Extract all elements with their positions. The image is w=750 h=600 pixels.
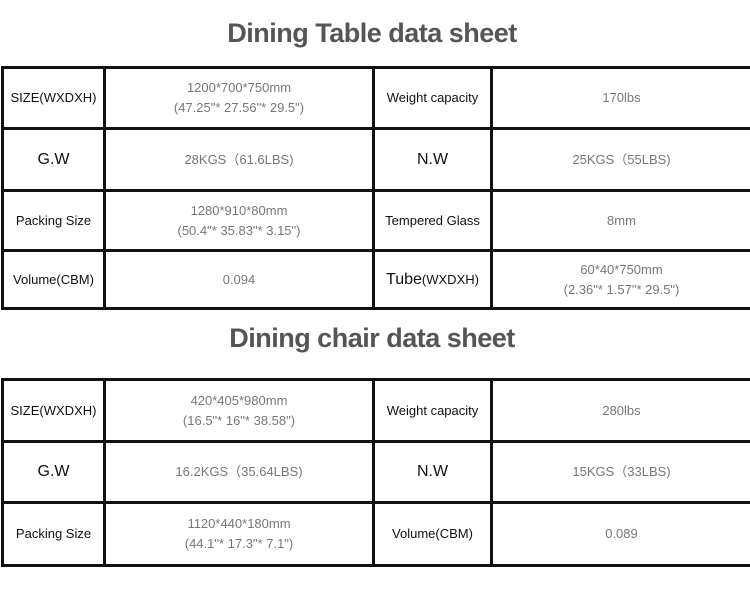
packing-mm: 1120*440*180mm xyxy=(187,516,291,531)
gross-weight-label: G.W xyxy=(1,440,106,504)
volume-label: Volume(CBM) xyxy=(372,501,493,567)
table-row: SIZE(WXDXH) 1200*700*750mm (47.25"* 27.56… xyxy=(1,66,750,130)
gross-weight-value: 28KGS（61.6LBS) xyxy=(103,127,375,192)
table-row: Packing Size 1280*910*80mm (50.4"* 35.83"… xyxy=(1,189,750,252)
size-value: 1200*700*750mm (47.25"* 27.56"* 29.5") xyxy=(103,66,375,130)
net-weight-label: N.W xyxy=(372,127,493,192)
weight-capacity-value: 280lbs xyxy=(490,378,750,443)
packing-size-value: 1280*910*80mm (50.4"* 35.83"* 3.15") xyxy=(103,189,375,252)
packing-size-label: Packing Size xyxy=(1,501,106,567)
tube-inches: (2.36"* 1.57"* 29.5") xyxy=(563,281,680,297)
dining-chair-sheet: SIZE(WXDXH) 420*405*980mm (16.5"* 16"* 38… xyxy=(1,378,750,567)
table-row: G.W 28KGS（61.6LBS) N.W 25KGS（55LBS) xyxy=(1,127,750,192)
tube-label: Tube(WXDXH) xyxy=(372,249,493,310)
size-value: 420*405*980mm (16.5"* 16"* 38.58") xyxy=(103,378,375,443)
dining-table-title: Dining Table data sheet xyxy=(227,18,517,48)
volume-value: 0.089 xyxy=(490,501,750,567)
gross-weight-value: 16.2KGS（35.64LBS) xyxy=(103,440,375,504)
weight-capacity-value: 170lbs xyxy=(490,66,750,130)
tube-value: 60*40*750mm (2.36"* 1.57"* 29.5") xyxy=(490,249,750,310)
size-inches: (16.5"* 16"* 38.58") xyxy=(182,412,296,428)
packing-size-label: Packing Size xyxy=(1,189,106,252)
net-weight-value: 15KGS（33LBS) xyxy=(490,440,750,504)
dining-chair-title: Dining chair data sheet xyxy=(229,323,515,353)
net-weight-value: 25KGS（55LBS) xyxy=(490,127,750,192)
tube-mm: 60*40*750mm xyxy=(580,261,663,277)
dining-table-sheet: SIZE(WXDXH) 1200*700*750mm (47.25"* 27.56… xyxy=(1,66,750,310)
weight-capacity-label: Weight capacity xyxy=(372,66,493,130)
size-mm: 420*405*980mm xyxy=(190,392,288,408)
tube-label-dims: (WXDXH) xyxy=(421,271,479,287)
weight-capacity-label: Weight capacity xyxy=(372,378,493,443)
table-row: SIZE(WXDXH) 420*405*980mm (16.5"* 16"* 38… xyxy=(1,378,750,443)
gross-weight-label: G.W xyxy=(1,127,106,192)
volume-value: 0.094 xyxy=(103,249,375,310)
tube-label-main: Tube xyxy=(386,270,422,288)
tempered-glass-value: 8mm xyxy=(490,189,750,252)
packing-inches: (50.4"* 35.83"* 3.15") xyxy=(177,222,301,238)
tempered-glass-label: Tempered Glass xyxy=(372,189,493,252)
size-label: SIZE(WXDXH) xyxy=(1,378,106,443)
table-row: Volume(CBM) 0.094 Tube(WXDXH) 60*40*750m… xyxy=(1,249,750,310)
table-row: G.W 16.2KGS（35.64LBS) N.W 15KGS（33LBS) xyxy=(1,440,750,504)
table-row: Packing Size 1120*440*180mm (44.1"* 17.3"… xyxy=(1,501,750,567)
volume-label: Volume(CBM) xyxy=(1,249,106,310)
packing-size-value: 1120*440*180mm (44.1"* 17.3"* 7.1") xyxy=(103,501,375,567)
net-weight-label: N.W xyxy=(372,440,493,504)
size-label: SIZE(WXDXH) xyxy=(1,66,106,130)
packing-mm: 1280*910*80mm xyxy=(190,202,288,218)
packing-inches: (44.1"* 17.3"* 7.1") xyxy=(184,536,294,551)
size-inches: (47.25"* 27.56"* 29.5") xyxy=(173,100,305,115)
size-mm: 1200*700*750mm xyxy=(186,80,292,95)
